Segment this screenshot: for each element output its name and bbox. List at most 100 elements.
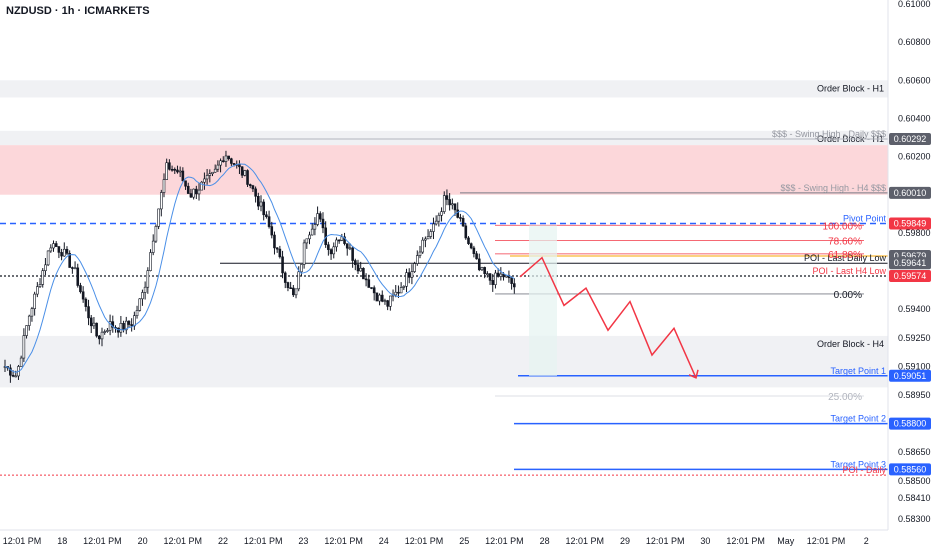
price-tick: 0.59250 <box>898 333 931 343</box>
zone-3 <box>0 335 888 388</box>
candle-body <box>221 160 225 163</box>
time-tick: 24 <box>379 536 389 546</box>
candle-body <box>62 248 66 257</box>
candle-body <box>399 287 403 294</box>
candle-body <box>483 267 486 274</box>
candle-body <box>92 322 96 327</box>
candle-body <box>108 321 112 331</box>
candle-body <box>213 168 217 173</box>
candle-body <box>405 272 408 287</box>
candle-body <box>305 238 309 244</box>
candle-body <box>124 320 128 331</box>
price-tick: 0.59100 <box>898 361 931 371</box>
candle-body <box>232 163 236 165</box>
candle-body <box>329 249 333 255</box>
price-badge <box>889 257 931 270</box>
time-tick: 12:01 PM <box>405 536 444 546</box>
candle-body <box>410 271 414 278</box>
candle-body <box>477 258 481 271</box>
candle-body <box>162 179 166 193</box>
candle-body <box>79 285 82 293</box>
candle-body <box>100 331 104 340</box>
candle-body <box>57 246 61 253</box>
candle-body <box>192 188 195 198</box>
price-tick: 0.61000 <box>898 0 931 9</box>
candle-body <box>351 247 354 261</box>
level-label: POI - Last H4 Low <box>812 266 886 276</box>
zone-label: Order Block - H4 <box>817 339 884 349</box>
candle-body <box>33 293 36 309</box>
candle-body <box>378 294 381 302</box>
time-tick: 12:01 PM <box>83 536 122 546</box>
candle-body <box>389 295 392 307</box>
price-badge-text: 0.60292 <box>894 134 927 144</box>
candle-body <box>81 291 85 300</box>
candle-body <box>343 236 346 244</box>
candle-body <box>159 192 163 210</box>
price-badge-text: 0.60010 <box>894 188 927 198</box>
candle-body <box>151 240 155 253</box>
level-label: POI - Daily <box>842 465 886 475</box>
candle-body <box>143 286 147 293</box>
candle-body <box>469 243 473 249</box>
zone-label: Order Block - H1 <box>817 83 884 93</box>
candle-body <box>44 264 47 272</box>
candle-body <box>281 256 284 274</box>
candle-body <box>154 226 158 242</box>
candle-body <box>216 164 220 170</box>
candles-layer <box>3 150 516 383</box>
zone-0 <box>0 80 888 98</box>
projection-path <box>519 256 697 379</box>
candle-body <box>165 162 168 180</box>
candle-body <box>283 272 287 283</box>
candle-body <box>227 155 230 160</box>
candle-body <box>195 188 198 195</box>
candle-body <box>451 203 454 206</box>
candle-body <box>135 310 139 316</box>
price-tick: 0.60600 <box>898 75 931 85</box>
projection-layer <box>519 225 699 379</box>
candle-body <box>292 287 295 296</box>
projection-box <box>529 225 557 376</box>
level-label: Target Point 2 <box>830 414 886 424</box>
price-tick: 0.58650 <box>898 447 931 457</box>
time-tick: 12:01 PM <box>485 536 524 546</box>
candle-body <box>265 214 268 217</box>
time-axis[interactable]: 12:01 PM 18 12:01 PM 20 12:01 PM 22 12:01 PM 23… <box>0 529 888 546</box>
candle-body <box>30 308 34 317</box>
candle-body <box>41 270 45 285</box>
price-badge <box>889 133 931 146</box>
candle-body <box>46 250 50 266</box>
price-tick: 0.60800 <box>898 37 931 47</box>
price-badge <box>889 269 931 282</box>
candle-body <box>356 264 360 272</box>
candle-body <box>267 216 271 227</box>
zone-2 <box>0 145 888 195</box>
candle-body <box>60 252 63 257</box>
time-tick: 12:01 PM <box>324 536 363 546</box>
moving-average-line <box>4 163 515 373</box>
price-axis[interactable]: 0.61000 0.60800 0.60600 0.60400 0.60200 0.598… <box>887 0 932 550</box>
candle-body <box>238 163 241 168</box>
time-tick: 25 <box>459 536 469 546</box>
candle-body <box>421 239 424 253</box>
candle-body <box>208 173 212 176</box>
candle-body <box>89 317 93 327</box>
candle-body <box>122 323 125 331</box>
candle-body <box>472 247 476 254</box>
candle-body <box>54 243 58 247</box>
candle-body <box>243 170 247 176</box>
price-badge <box>889 417 931 430</box>
candle-body <box>203 178 206 183</box>
candle-body <box>95 322 98 337</box>
candle-body <box>321 218 325 229</box>
price-badge-text: 0.58560 <box>894 464 927 474</box>
candle-body <box>146 270 150 288</box>
candle-body <box>240 166 244 176</box>
level-label: Target Point 3 <box>830 459 886 469</box>
candle-body <box>335 239 338 248</box>
candle-body <box>127 320 131 325</box>
candle-body <box>173 169 177 171</box>
candle-body <box>149 252 152 271</box>
